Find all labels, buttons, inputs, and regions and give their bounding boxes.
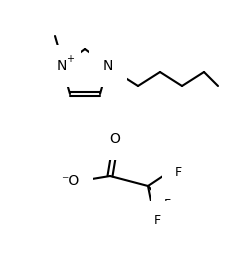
Text: ⁻O: ⁻O — [61, 174, 79, 188]
Text: +: + — [66, 54, 74, 64]
Text: F: F — [175, 166, 182, 178]
Text: O: O — [110, 132, 120, 146]
Text: N: N — [103, 59, 113, 73]
Text: N: N — [57, 59, 67, 73]
Text: F: F — [154, 214, 161, 227]
Text: F: F — [163, 197, 171, 210]
